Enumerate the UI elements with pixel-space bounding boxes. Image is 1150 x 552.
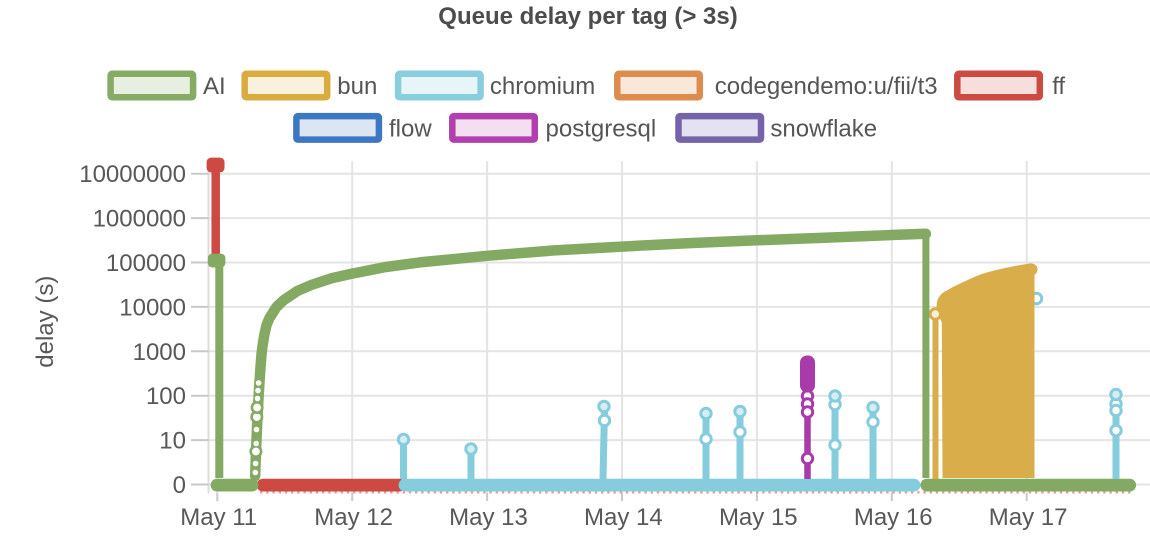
svg-text:10000: 10000: [119, 294, 186, 321]
svg-text:postgresql: postgresql: [546, 115, 657, 142]
svg-text:0: 0: [173, 472, 186, 499]
svg-text:May 17: May 17: [989, 504, 1068, 531]
svg-text:bun: bun: [337, 73, 377, 100]
svg-text:delay (s): delay (s): [32, 276, 59, 368]
svg-text:10000000: 10000000: [79, 161, 186, 188]
svg-text:100000: 100000: [106, 250, 186, 277]
svg-text:10: 10: [159, 428, 186, 455]
svg-text:May 12: May 12: [314, 504, 393, 531]
svg-text:May 11: May 11: [180, 504, 257, 531]
svg-text:ff: ff: [1052, 73, 1065, 100]
svg-text:chromium: chromium: [490, 73, 595, 100]
svg-text:AI: AI: [203, 73, 226, 100]
svg-text:May 14: May 14: [584, 504, 663, 531]
svg-text:1000: 1000: [133, 339, 186, 366]
svg-text:snowflake: snowflake: [770, 115, 877, 142]
svg-text:May 16: May 16: [854, 504, 933, 531]
svg-text:Queue delay per tag (> 3s): Queue delay per tag (> 3s): [438, 3, 737, 30]
svg-text:flow: flow: [389, 115, 432, 142]
svg-text:May 15: May 15: [719, 504, 798, 531]
svg-text:1000000: 1000000: [93, 206, 186, 233]
svg-text:codegendemo:u/fii/t3: codegendemo:u/fii/t3: [715, 73, 938, 100]
svg-text:100: 100: [146, 383, 186, 410]
svg-text:May 13: May 13: [449, 504, 528, 531]
